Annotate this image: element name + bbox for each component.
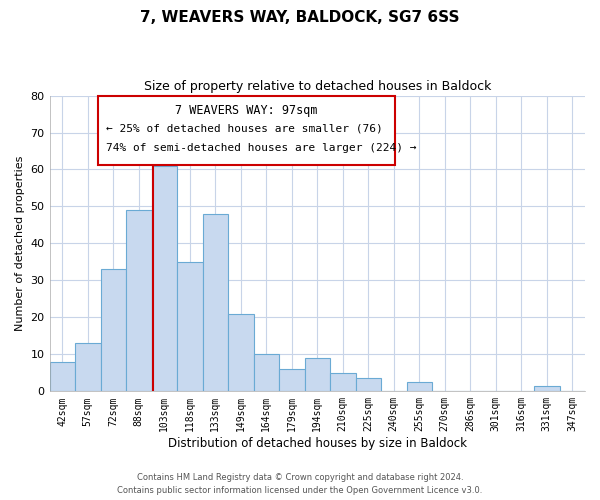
Text: 74% of semi-detached houses are larger (224) →: 74% of semi-detached houses are larger (… <box>106 143 416 153</box>
Bar <box>356 378 381 392</box>
Bar <box>152 166 177 392</box>
Bar <box>305 358 330 392</box>
Title: Size of property relative to detached houses in Baldock: Size of property relative to detached ho… <box>143 80 491 93</box>
Bar <box>101 270 126 392</box>
Bar <box>228 314 254 392</box>
Bar <box>407 382 432 392</box>
Text: Contains HM Land Registry data © Crown copyright and database right 2024.
Contai: Contains HM Land Registry data © Crown c… <box>118 474 482 495</box>
X-axis label: Distribution of detached houses by size in Baldock: Distribution of detached houses by size … <box>168 437 467 450</box>
FancyBboxPatch shape <box>98 96 395 165</box>
Bar <box>126 210 152 392</box>
Y-axis label: Number of detached properties: Number of detached properties <box>15 156 25 331</box>
Bar <box>177 262 203 392</box>
Bar <box>330 373 356 392</box>
Text: 7 WEAVERS WAY: 97sqm: 7 WEAVERS WAY: 97sqm <box>175 104 317 118</box>
Bar <box>50 362 75 392</box>
Bar <box>203 214 228 392</box>
Bar <box>534 386 560 392</box>
Text: ← 25% of detached houses are smaller (76): ← 25% of detached houses are smaller (76… <box>106 124 383 134</box>
Bar <box>279 369 305 392</box>
Bar <box>75 344 101 392</box>
Text: 7, WEAVERS WAY, BALDOCK, SG7 6SS: 7, WEAVERS WAY, BALDOCK, SG7 6SS <box>140 10 460 25</box>
Bar <box>254 354 279 392</box>
